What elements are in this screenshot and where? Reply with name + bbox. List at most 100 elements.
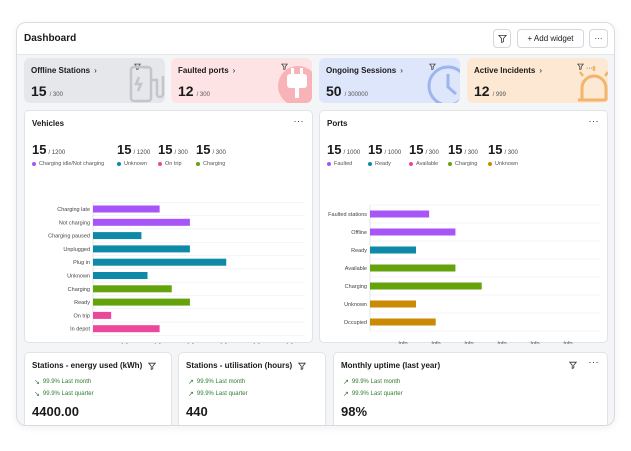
kpi-value-total: / 300000 (344, 92, 368, 98)
add-widget-button[interactable]: + Add widget (517, 29, 584, 48)
filter-icon[interactable] (576, 63, 585, 71)
kpi-value: 50/ 300000 (326, 83, 368, 99)
card-title: Vehicles (32, 119, 65, 128)
stat-item: 15/ 1000 Ready (368, 141, 401, 167)
trend-text: 99.9% Last month (196, 379, 246, 385)
plug-icon (278, 66, 312, 103)
stat-total: / 1000 (343, 150, 361, 156)
filter-icon[interactable] (428, 63, 437, 71)
more-options-button[interactable]: ··· (589, 29, 608, 48)
stat-legend: Charging (448, 161, 478, 167)
trend-text: 99.9% Last quarter (351, 391, 403, 397)
legend-dot-icon (488, 162, 492, 166)
metric-value: 98% (341, 404, 368, 419)
tick-label: Info (154, 343, 163, 344)
trend-text: 99.9% Last month (351, 379, 401, 385)
legend-label: On trip (165, 161, 182, 167)
stat-number: 15 (488, 142, 503, 157)
clock-icon (427, 65, 460, 103)
kpi-active-incidents[interactable]: Active Incidents › 12/ 999 ··· (467, 58, 608, 103)
kpi-value-total: / 999 (492, 92, 506, 98)
legend-label: Charging idle/Not charging (39, 161, 105, 167)
stat-legend: Unknown (117, 161, 150, 167)
kpi-ongoing-sessions[interactable]: Ongoing Sessions › 50/ 300000 ··· (319, 58, 460, 103)
filter-button[interactable] (493, 29, 511, 48)
stat-legend: On trip (158, 161, 188, 167)
chevron-right-icon: › (94, 66, 97, 75)
stat-total: / 300 (174, 150, 188, 156)
filter-icon[interactable] (298, 362, 307, 370)
dashboard-header: Dashboard + Add widget ··· (17, 23, 614, 55)
stat-value: 15/ 1000 (327, 141, 360, 159)
stat-number: 15 (409, 142, 424, 157)
filter-icon[interactable] (280, 63, 289, 71)
more-options-button[interactable]: ··· (293, 116, 304, 126)
stat-item: 15/ 1000 Faulted (327, 141, 360, 167)
stat-item: 15/ 300 Unknown (488, 141, 518, 167)
trend-up-icon: ↗ (343, 391, 349, 398)
stat-legend: Charging (196, 161, 226, 167)
filter-icon[interactable] (569, 361, 577, 369)
stat-total: / 1200 (48, 150, 66, 156)
legend-label: Ready (375, 161, 391, 167)
category-label: Not charging (59, 220, 90, 226)
bar (93, 218, 190, 226)
bar (370, 228, 456, 236)
category-label: Plug in (73, 260, 90, 266)
category-label: On trip (73, 313, 90, 319)
card-title: Monthly uptime (last year) (341, 361, 440, 370)
trend-up-icon: ↗ (188, 391, 194, 398)
tick-label: Info (286, 343, 295, 344)
stat-legend: Unknown (488, 161, 518, 167)
kpi-title: Faulted ports › (178, 66, 235, 75)
kpi-value: 12/ 300 (178, 83, 210, 99)
bar (370, 264, 456, 272)
card-title-text: Stations - utilisation (hours) (186, 361, 293, 370)
more-options-button[interactable]: ··· (588, 357, 599, 367)
stat-value: 15/ 1200 (117, 141, 150, 159)
filter-icon[interactable] (148, 362, 157, 370)
metric-value: 4400.00 (32, 404, 79, 419)
bar (370, 210, 430, 218)
stat-legend: Ready (368, 161, 401, 167)
kpi-title: Offline Stations › (31, 66, 97, 75)
stat-item: 15/ 300 Available (409, 141, 439, 167)
legend-label: Available (416, 161, 439, 167)
stat-total: / 300 (464, 150, 478, 156)
stat-value: 15/ 1000 (368, 141, 401, 159)
vehicles-bar-chart: Charging late Not charging Charging paused… (48, 202, 305, 344)
category-label: Unplugged (63, 247, 90, 253)
bar (93, 232, 142, 240)
stat-total: / 1200 (133, 150, 151, 156)
trend-last-quarter: ↗ 99.9% Last quarter (343, 390, 403, 398)
kpi-value: 15/ 300 (31, 83, 63, 99)
category-label: Ready (351, 248, 367, 254)
kpi-value-total: / 300 (49, 92, 63, 98)
more-options-button[interactable]: ··· (588, 116, 599, 126)
tick-label: Info (398, 341, 407, 344)
tick-label: Info (464, 341, 473, 344)
kpi-value: 12/ 999 (474, 83, 506, 99)
trend-down-icon: ↘ (34, 379, 40, 386)
stat-value: 15/ 300 (409, 141, 439, 159)
more-icon[interactable]: ··· (142, 65, 150, 72)
alarm-icon (578, 66, 608, 102)
bar (93, 285, 172, 293)
legend-label: Unknown (495, 161, 518, 167)
category-label: Charging (68, 287, 90, 293)
tick-label: Info (253, 343, 262, 344)
kpi-value-total: / 300 (196, 92, 210, 98)
trend-last-month: ↗ 99.9% Last month (343, 378, 400, 386)
trend-last-quarter: ↗ 99.9% Last quarter (188, 390, 248, 398)
tick-label: Info (431, 341, 440, 344)
card-title-text: Stations - energy used (kWh) (32, 361, 143, 370)
kpi-value-number: 12 (474, 83, 490, 99)
tick-label: Info (563, 341, 572, 344)
legend-label: Charging (203, 161, 226, 167)
more-icon[interactable]: ··· (585, 65, 593, 72)
bar (93, 245, 190, 253)
kpi-faulted-ports[interactable]: Faulted ports› 12/ 300 ··· (171, 58, 312, 103)
stat-number: 15 (448, 142, 463, 157)
category-label: Available (345, 266, 367, 272)
kpi-offline-stations[interactable]: Offline Stations › 15/ 300 ··· (24, 58, 165, 103)
